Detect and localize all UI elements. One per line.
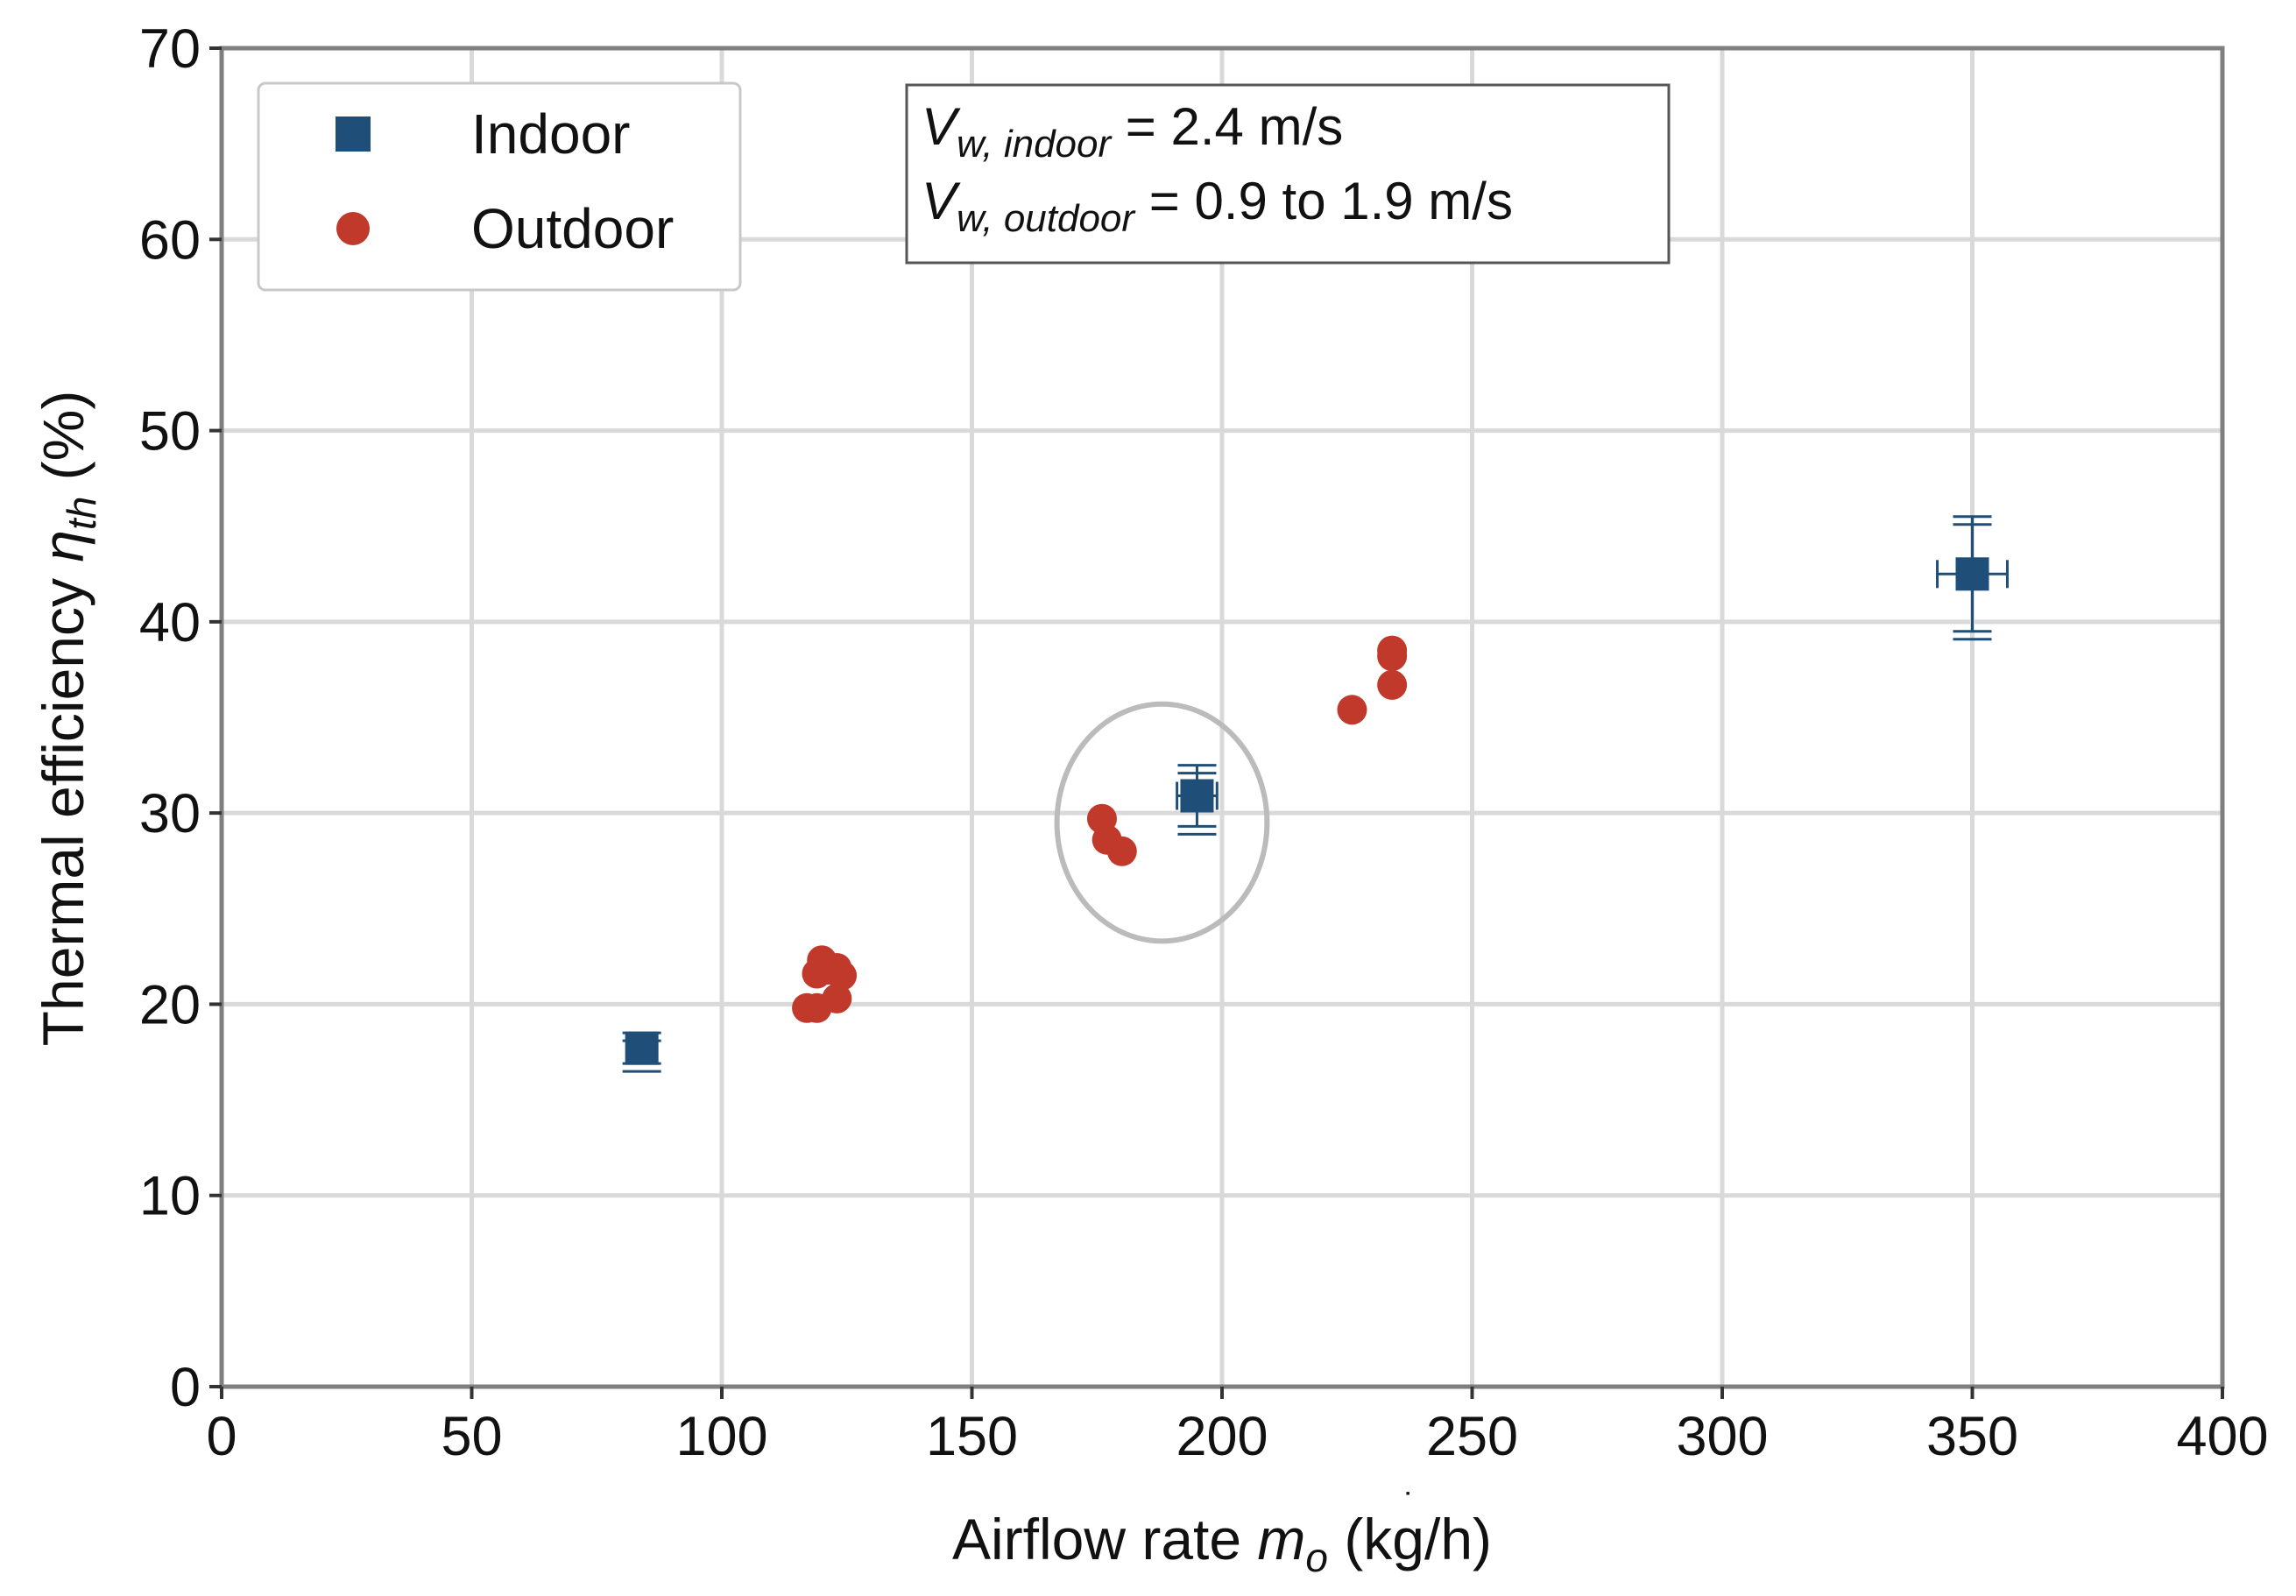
indoor-marker <box>1955 557 1989 591</box>
outdoor-point <box>827 960 858 991</box>
legend-marker-indoor <box>336 117 371 152</box>
indoor-point <box>622 1031 661 1073</box>
x-tick-label: 50 <box>441 1406 502 1467</box>
annotation-indoor-velocity: Vw, indoor = 2.4 m/s <box>922 97 1343 166</box>
outdoor-point <box>822 983 852 1013</box>
outdoor-point <box>1106 836 1137 866</box>
y-tick-label: 20 <box>139 974 201 1035</box>
y-tick-label: 40 <box>139 592 201 653</box>
x-axis-label: Airflow rate mo (kg/h) <box>952 1507 1492 1580</box>
x-tick-label: 100 <box>675 1406 767 1467</box>
y-tick-label: 50 <box>139 401 201 463</box>
outdoor-point <box>1377 669 1408 700</box>
highlight-circle <box>1054 701 1270 944</box>
data-points <box>622 515 2009 1073</box>
axis-ticks: 0 50 100 150 200 250 300 350 400 0 10 20 30 40 50 60 70 <box>139 18 2269 1467</box>
y-axis-label: Thermal efficiency ηth (%) <box>31 391 104 1047</box>
x-tick-label: 350 <box>1926 1406 2018 1467</box>
indoor-point <box>1176 764 1219 836</box>
x-tick-label: 400 <box>2176 1406 2268 1467</box>
x-tick-label: 150 <box>926 1406 1018 1467</box>
y-tick-label: 0 <box>170 1357 201 1418</box>
annotation-frame <box>905 83 1671 265</box>
highlight-layer <box>1054 701 1270 944</box>
y-tick-label: 70 <box>139 18 201 80</box>
x-tick-label: 300 <box>1676 1406 1768 1467</box>
x-tick-label: 250 <box>1426 1406 1518 1467</box>
y-tick-label: 30 <box>139 783 201 844</box>
outdoor-point <box>1337 695 1367 725</box>
legend-label-outdoor: Outdoor <box>471 197 674 260</box>
x-tick-label: 200 <box>1176 1406 1268 1467</box>
legend-marker-outdoor <box>336 212 370 245</box>
legend-label-indoor: Indoor <box>471 102 630 166</box>
indoor-marker <box>625 1031 659 1065</box>
indoor-point <box>1936 515 2009 641</box>
annotation-box: Vw, indoor = 2.4 m/s Vw, outdoor = 0.9 t… <box>905 83 1671 265</box>
legend-box <box>257 81 742 292</box>
legend: Indoor Outdoor <box>257 81 742 292</box>
y-tick-label: 60 <box>139 209 201 271</box>
annotation-outdoor-velocity: Vw, outdoor = 0.9 to 1.9 m/s <box>922 172 1513 240</box>
indoor-marker <box>1180 779 1214 813</box>
y-tick-label: 10 <box>139 1166 201 1227</box>
outdoor-point <box>1377 635 1408 666</box>
x-tick-label: 0 <box>206 1406 237 1467</box>
x-axis-dot: ˙ <box>1403 1487 1415 1525</box>
